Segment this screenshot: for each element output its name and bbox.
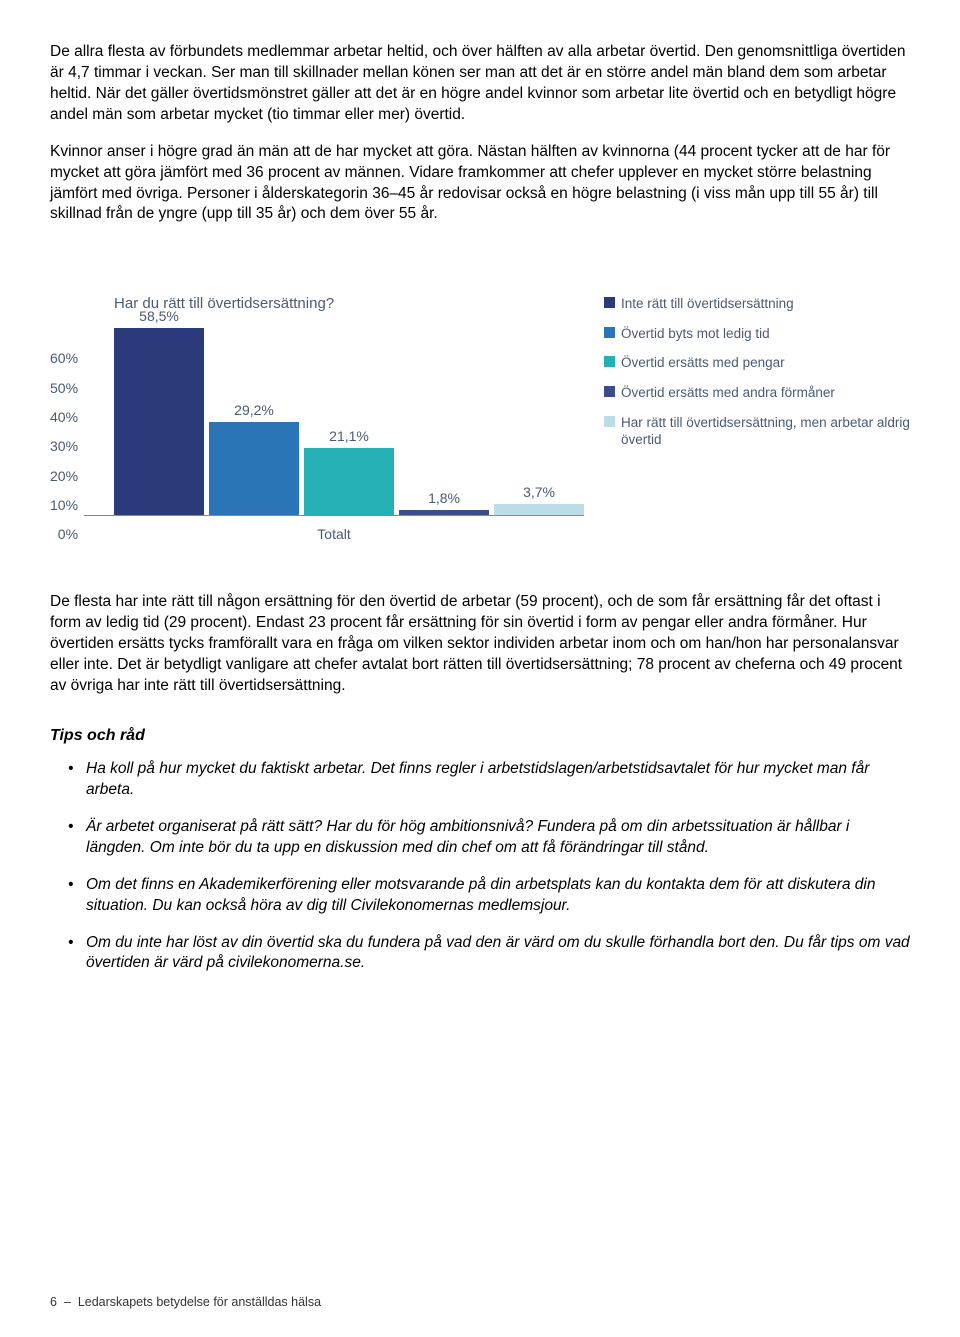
tip-item: Om det finns en Akademikerförening eller… [68,875,910,917]
legend-swatch [604,297,615,308]
y-tick: 40% [50,409,78,425]
legend-swatch [604,356,615,367]
chart-legend: Inte rätt till övertidsersättning Övertid… [604,295,910,460]
legend-text: Har rätt till övertidsersättning, men ar… [621,414,910,449]
bar [114,328,204,515]
tips-heading: Tips och råd [50,727,910,745]
legend-item: Inte rätt till övertidsersättning [604,295,910,313]
paragraph-1: De allra flesta av förbundets medlemmar … [50,42,910,126]
legend-swatch [604,386,615,397]
legend-text: Övertid byts mot ledig tid [621,325,770,343]
legend-item: Övertid ersätts med pengar [604,354,910,372]
bar [494,504,584,516]
legend-text: Övertid ersätts med pengar [621,354,785,372]
bar-value-label: 3,7% [509,484,569,500]
bar [209,422,299,515]
legend-text: Inte rätt till övertidsersättning [621,295,794,313]
legend-item: Övertid byts mot ledig tid [604,325,910,343]
y-tick: 30% [50,438,78,454]
legend-swatch [604,416,615,427]
tip-item: Ha koll på hur mycket du faktiskt arbeta… [68,759,910,801]
bar-value-label: 29,2% [224,402,284,418]
bar-value-label: 21,1% [319,428,379,444]
page-footer: 6 – Ledarskapets betydelse för anställda… [50,1295,321,1309]
overtime-chart: 60%50%40%30%20%10%0% Har du rätt till öv… [50,295,910,542]
page-number: 6 [50,1295,57,1309]
footer-title: Ledarskapets betydelse för anställdas hä… [78,1295,321,1309]
y-tick: 0% [58,526,78,542]
tip-item: Är arbetet organiserat på rätt sätt? Har… [68,817,910,859]
y-tick: 50% [50,380,78,396]
y-tick: 20% [50,468,78,484]
legend-item: Övertid ersätts med andra förmåner [604,384,910,402]
x-axis-label: Totalt [84,526,584,542]
y-tick: 10% [50,497,78,513]
tip-item: Om du inte har löst av din övertid ska d… [68,933,910,975]
tips-list: Ha koll på hur mycket du faktiskt arbeta… [50,759,910,974]
footer-sep: – [64,1295,71,1309]
bar-value-label: 58,5% [129,308,189,324]
y-axis: 60% 50% 40% 30% 20% 10% 0% [50,350,84,542]
y-tick: 60% [50,350,78,366]
bar [399,510,489,516]
legend-text: Övertid ersätts med andra förmåner [621,384,835,402]
legend-item: Har rätt till övertidsersättning, men ar… [604,414,910,449]
legend-swatch [604,327,615,338]
bar [304,448,394,516]
bar-value-label: 1,8% [414,490,474,506]
plot-area: 58,5%29,2%21,1%1,8%3,7% [84,324,584,516]
paragraph-2: Kvinnor anser i högre grad än män att de… [50,142,910,226]
paragraph-3: De flesta har inte rätt till någon ersät… [50,592,910,697]
